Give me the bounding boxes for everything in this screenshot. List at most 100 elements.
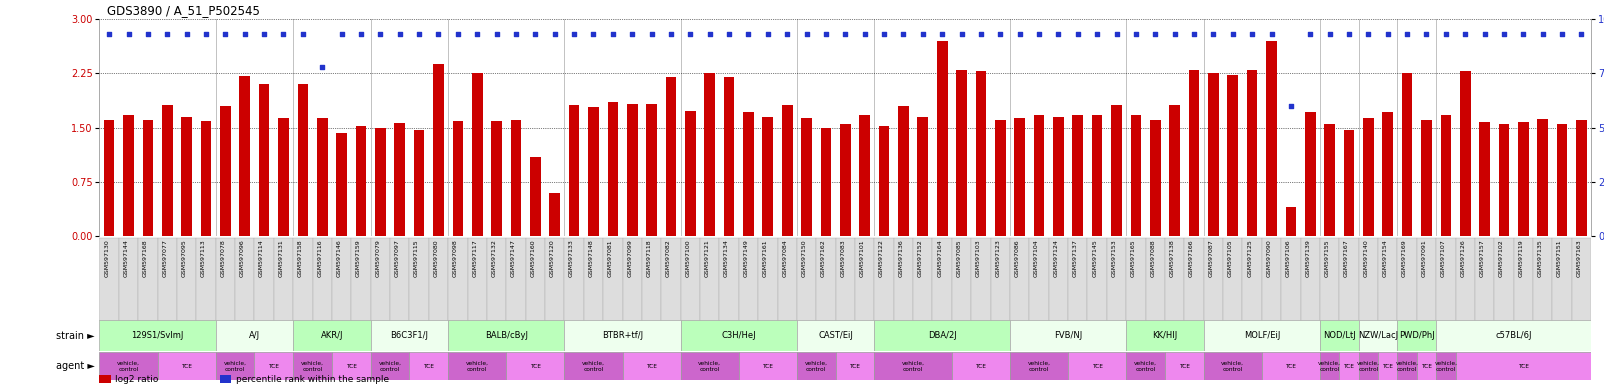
Bar bbox=[565, 238, 584, 321]
Point bbox=[1413, 31, 1439, 38]
Point bbox=[1511, 31, 1537, 38]
Point bbox=[252, 31, 277, 38]
Bar bbox=[1266, 41, 1277, 236]
Text: GSM597113: GSM597113 bbox=[200, 240, 205, 277]
Text: BALB/cByJ: BALB/cByJ bbox=[484, 331, 528, 340]
Bar bbox=[176, 238, 196, 321]
Text: TCE: TCE bbox=[1517, 364, 1529, 369]
Bar bbox=[157, 238, 176, 321]
Bar bbox=[157, 352, 215, 380]
Bar bbox=[661, 238, 680, 321]
Bar bbox=[1416, 238, 1436, 321]
Text: GSM597126: GSM597126 bbox=[1460, 240, 1464, 277]
Text: vehicle,
control: vehicle, control bbox=[302, 361, 324, 372]
Bar bbox=[332, 238, 351, 321]
Bar bbox=[371, 352, 409, 380]
Text: GSM597139: GSM597139 bbox=[1306, 240, 1310, 277]
Point bbox=[852, 31, 877, 38]
Bar bbox=[1203, 352, 1262, 380]
Text: TCE: TCE bbox=[1285, 364, 1296, 369]
Text: vehicle,
control: vehicle, control bbox=[805, 361, 828, 372]
Point bbox=[1549, 31, 1575, 38]
Text: GSM597079: GSM597079 bbox=[375, 240, 380, 277]
Point bbox=[465, 31, 491, 38]
Bar bbox=[1421, 121, 1432, 236]
Bar bbox=[1049, 238, 1068, 321]
Bar bbox=[433, 64, 444, 236]
Point bbox=[1181, 31, 1206, 38]
Text: vehicle,
control: vehicle, control bbox=[1318, 361, 1341, 372]
Bar bbox=[642, 238, 661, 321]
Text: vehicle,
control: vehicle, control bbox=[1357, 361, 1379, 372]
Point bbox=[504, 31, 529, 38]
Text: c57BL/6J: c57BL/6J bbox=[1495, 331, 1532, 340]
Text: GSM597078: GSM597078 bbox=[220, 240, 226, 277]
Bar bbox=[1455, 352, 1591, 380]
Text: GSM597085: GSM597085 bbox=[956, 240, 961, 277]
Bar bbox=[1068, 238, 1088, 321]
Bar bbox=[917, 117, 929, 236]
Bar bbox=[816, 238, 836, 321]
Text: GSM597114: GSM597114 bbox=[260, 240, 265, 277]
Bar bbox=[1455, 238, 1476, 321]
Bar bbox=[1436, 352, 1455, 380]
Point bbox=[696, 31, 722, 38]
Point bbox=[425, 31, 451, 38]
Text: MOLF/EiJ: MOLF/EiJ bbox=[1243, 331, 1280, 340]
Bar bbox=[545, 238, 565, 321]
Bar bbox=[162, 104, 173, 236]
Bar bbox=[874, 320, 1011, 351]
Bar bbox=[491, 121, 502, 236]
Point bbox=[658, 31, 683, 38]
Text: GSM597133: GSM597133 bbox=[569, 240, 574, 277]
Bar bbox=[448, 320, 565, 351]
Point bbox=[1298, 31, 1323, 38]
Text: GSM597116: GSM597116 bbox=[318, 240, 322, 277]
Text: GSM597135: GSM597135 bbox=[1538, 240, 1543, 277]
Text: TCE: TCE bbox=[423, 364, 435, 369]
Bar bbox=[1339, 352, 1359, 380]
Bar bbox=[874, 238, 893, 321]
Text: log2 ratio: log2 ratio bbox=[115, 374, 159, 384]
Point bbox=[96, 31, 122, 38]
Bar bbox=[255, 352, 294, 380]
Bar bbox=[526, 238, 545, 321]
Bar bbox=[1479, 122, 1490, 236]
Point bbox=[523, 31, 549, 38]
Bar bbox=[840, 124, 850, 236]
Point bbox=[154, 31, 180, 38]
Text: GSM597163: GSM597163 bbox=[1577, 240, 1582, 277]
Text: vehicle,
control: vehicle, control bbox=[379, 361, 401, 372]
Bar bbox=[1416, 352, 1436, 380]
Point bbox=[271, 31, 297, 38]
Bar bbox=[1165, 352, 1203, 380]
Text: vehicle,
control: vehicle, control bbox=[1028, 361, 1051, 372]
Point bbox=[988, 31, 1014, 38]
Point bbox=[929, 31, 954, 38]
Bar bbox=[356, 126, 366, 236]
Bar bbox=[332, 352, 371, 380]
Bar bbox=[762, 117, 773, 236]
Bar bbox=[99, 320, 215, 351]
Point bbox=[1355, 31, 1381, 38]
Text: TCE: TCE bbox=[346, 364, 356, 369]
Bar bbox=[1203, 238, 1224, 321]
Bar bbox=[680, 320, 797, 351]
Text: GSM597154: GSM597154 bbox=[1383, 240, 1387, 277]
Bar bbox=[1514, 238, 1533, 321]
Text: GSM597099: GSM597099 bbox=[627, 240, 632, 277]
Bar bbox=[1378, 352, 1397, 380]
Bar bbox=[584, 238, 603, 321]
Bar bbox=[719, 238, 739, 321]
Text: C3H/HeJ: C3H/HeJ bbox=[722, 331, 755, 340]
Bar bbox=[1378, 238, 1397, 321]
Bar bbox=[294, 320, 371, 351]
Bar bbox=[1383, 112, 1394, 236]
Bar bbox=[565, 352, 622, 380]
Text: vehicle,
control: vehicle, control bbox=[465, 361, 489, 372]
Bar bbox=[1030, 238, 1049, 321]
Point bbox=[755, 31, 781, 38]
Bar bbox=[680, 238, 699, 321]
Bar bbox=[550, 193, 560, 236]
Bar bbox=[200, 121, 212, 236]
